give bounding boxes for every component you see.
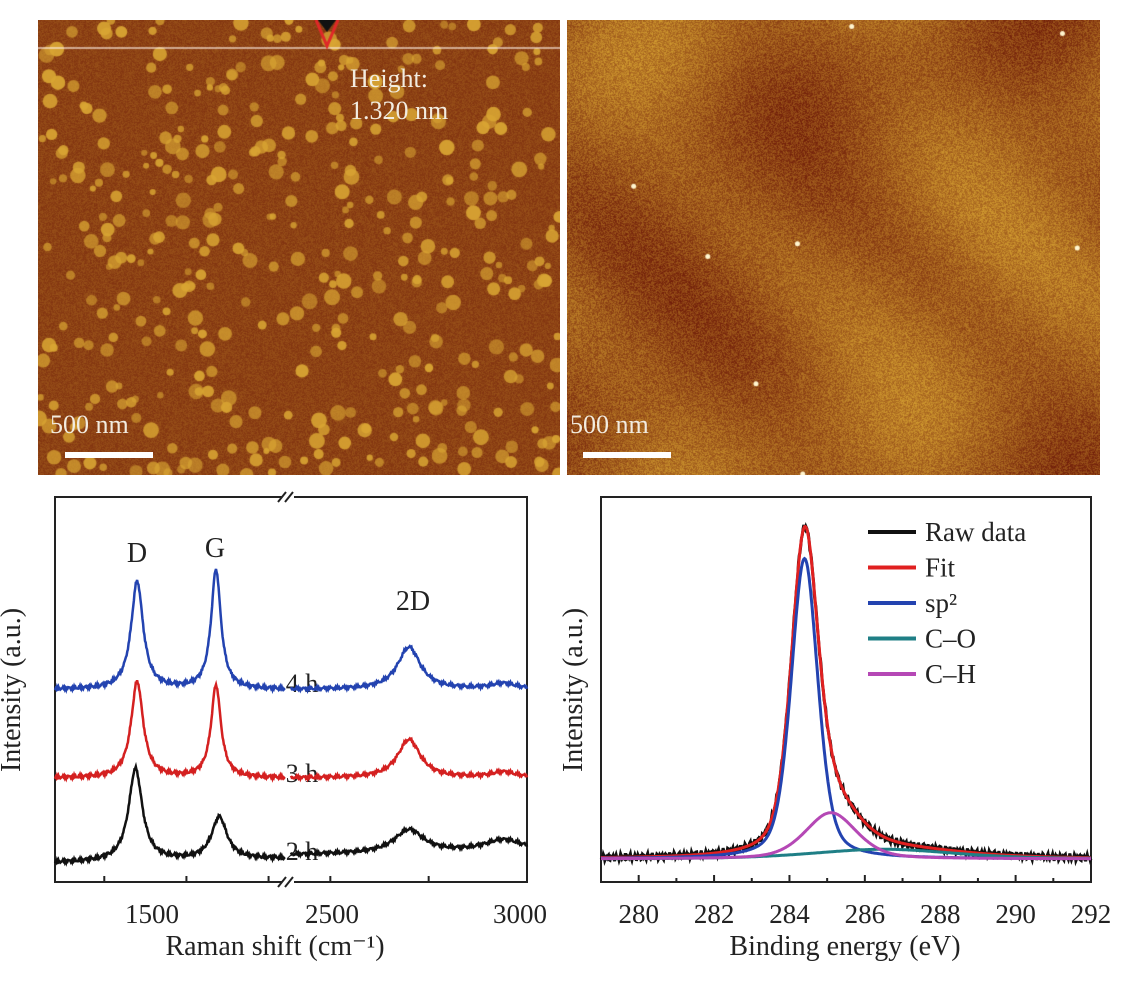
height-annotation-value: 1.320 nm [350,96,449,125]
x-tick-label: 1500 [125,899,179,929]
series-line-2h [53,761,286,867]
series-line-3h [53,679,286,783]
legend-label: C–O [925,624,976,654]
series-line-component [601,556,1091,860]
x-tick-label: 286 [845,899,886,929]
peak-label-2d: 2D [396,586,430,617]
height-annotation-title: Height: [350,64,428,93]
afm-image-film [567,20,1100,475]
series-line-4h [289,644,529,695]
scale-bar-label: 500 nm [570,410,649,439]
afm-image-particles [38,20,560,475]
legend-label: C–H [925,659,976,689]
x-tick-label: 284 [769,899,810,929]
plot-frame [600,496,1092,883]
x-tick-label: 280 [618,899,659,929]
series-line-raw-data [599,522,1093,867]
x-tick-label: 290 [995,899,1036,929]
x-tick-label: 292 [1071,899,1112,929]
scale-bar [65,452,153,458]
x-tick-label: 282 [694,899,735,929]
y-axis-label: Intensity (a.u.) [558,608,589,772]
legend: Raw data Fit sp² C–O C–H [868,517,1026,689]
series-label-3h: 3 h [286,759,319,788]
peak-label-g: G [205,533,225,564]
series-line-fit [600,524,1091,860]
legend-label: sp² [925,588,957,618]
series-line-4h [53,568,286,695]
series-line-2h [289,825,529,859]
y-axis-label: Intensity (a.u.) [0,608,27,772]
scale-bar [583,452,671,458]
axis-break-mark [277,491,294,503]
series-line-3h [289,736,529,783]
series-line-component [601,811,1091,861]
axis-break-mark [277,876,294,888]
x-axis-label: Binding energy (eV) [729,931,960,962]
x-axis-label: Raman shift (cm⁻¹) [165,931,384,962]
scale-bar-label: 500 nm [50,410,129,439]
x-tick-label: 3000 [493,899,547,929]
x-tick-label: 288 [920,899,961,929]
legend-label: Fit [925,553,956,583]
series-label-4h: 4 h [286,669,319,698]
peak-label-d: D [127,538,147,569]
series-label-2h: 2 h [286,837,319,866]
legend-label: Raw data [925,517,1026,547]
x-tick-label: 2500 [305,899,359,929]
